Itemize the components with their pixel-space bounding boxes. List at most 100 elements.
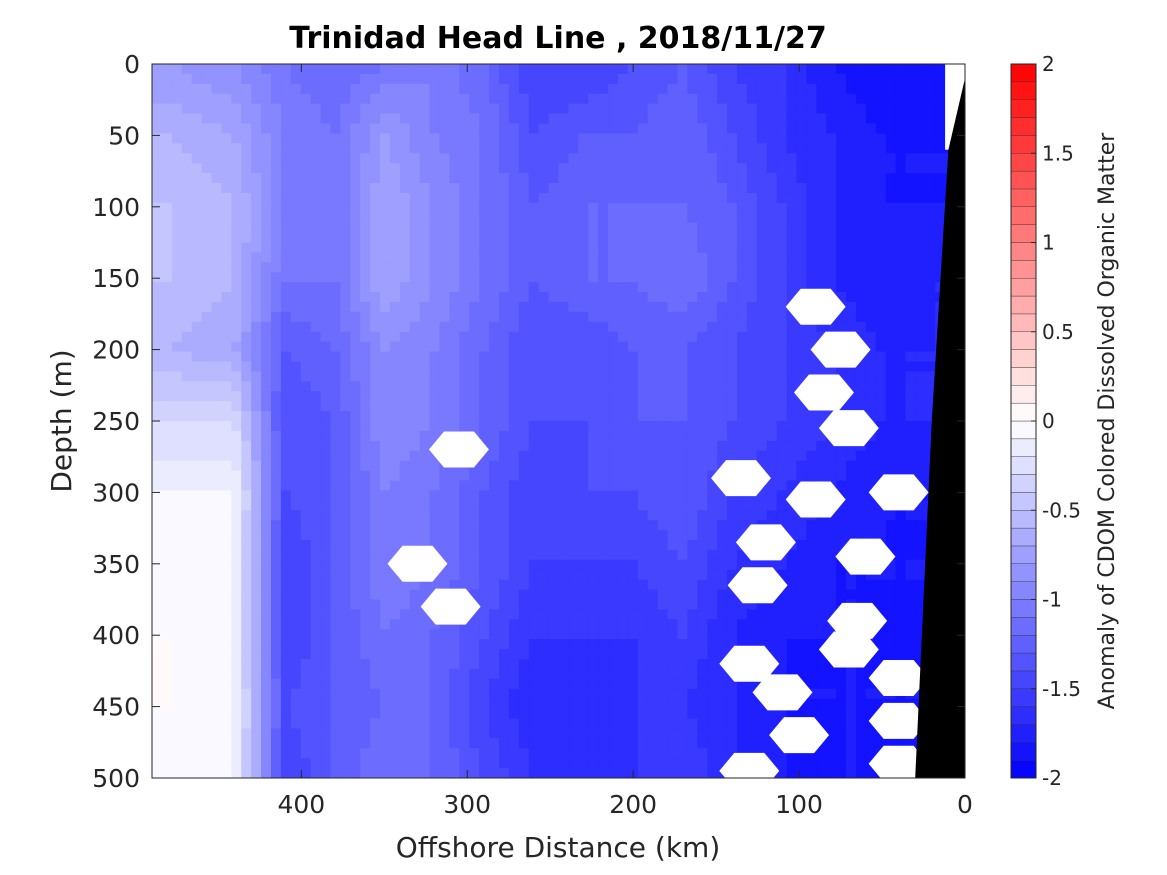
heat-cell [727,440,738,452]
heat-cell [330,371,341,382]
heat-cell [776,599,788,611]
heat-cell [865,123,877,135]
heat-cell [746,183,758,194]
heat-cell [231,311,242,323]
heat-cell [875,113,887,125]
heat-cell [479,500,490,511]
heat-cell [657,133,669,144]
heat-cell [776,123,788,135]
heat-cell [806,351,817,363]
heat-cell [499,73,510,85]
heat-cell [261,450,272,462]
heat-cell [429,242,441,254]
heat-cell [697,292,708,303]
heat-cell [152,440,163,452]
heat-cell [310,421,322,432]
heat-cell [875,321,887,333]
heat-cell [687,202,698,214]
heat-cell [717,123,728,135]
heat-cell [508,460,520,472]
heat-cell [637,460,649,472]
heat-cell [588,510,599,521]
heat-cell [270,450,282,462]
heat-cell [261,470,272,482]
heat-cell [171,93,183,105]
heat-cell [261,64,272,75]
heat-cell [499,460,510,472]
heat-cell [627,252,639,263]
heat-cell [290,609,302,620]
heat-cell [617,421,629,432]
heat-cell [796,73,807,85]
heat-cell [588,73,599,85]
heat-cell [409,321,421,333]
heat-cell [409,113,421,125]
heat-cell [727,569,738,581]
heat-cell [380,430,391,442]
heat-cell [905,450,917,462]
heat-cell [399,173,411,184]
heat-cell [935,133,946,144]
heat-cell [736,520,748,531]
heat-cell [469,649,480,660]
heat-cell [340,361,351,373]
heat-cell [280,559,292,571]
heat-cell [796,649,807,660]
heat-cell [300,183,312,194]
heat-cell [528,609,540,620]
heat-cell [152,103,163,115]
heat-cell [746,302,758,313]
heat-cell [389,381,401,392]
heat-cell [836,262,847,273]
heat-cell [320,629,332,640]
heat-cell [925,143,936,154]
heat-cell [816,589,827,601]
heat-cell [360,599,371,611]
heat-cell [717,520,728,531]
heat-cell [389,272,401,283]
heat-cell [578,540,589,551]
heat-cell [409,381,421,392]
heat-cell [251,351,262,363]
heat-cell [865,569,877,581]
heat-cell [499,163,510,174]
heat-cell [449,391,460,402]
heat-cell [786,321,798,333]
heat-cell [399,470,411,482]
heat-cell [201,123,213,135]
heat-cell [350,530,361,541]
heat-cell [459,302,470,313]
heat-cell [251,93,262,105]
heat-cell [409,83,421,95]
heat-cell [598,222,609,234]
heat-cell [211,609,222,620]
heat-cell [776,391,788,402]
heat-cell [697,649,708,660]
heat-cell [875,93,887,105]
heat-cell [657,470,669,482]
heat-cell [677,361,688,373]
heat-cell [875,222,887,234]
heat-cell [439,222,451,234]
heat-cell [479,341,490,353]
heat-cell [518,341,530,353]
heat-cell [161,480,173,492]
heat-cell [558,540,570,551]
heat-cell [469,143,480,154]
heat-cell [588,212,599,224]
heat-cell [578,490,589,501]
heat-cell [528,381,540,392]
heat-cell [895,93,907,105]
heat-cell [727,123,738,135]
heat-cell [905,351,917,363]
heat-cell [171,500,183,511]
heat-cell [806,113,817,125]
heat-cell [251,252,262,263]
heat-cell [518,93,530,105]
heat-cell [261,153,272,164]
heat-cell [915,579,926,591]
heat-cell [558,73,570,85]
heat-cell [746,341,758,353]
heat-cell [181,490,193,501]
heat-cell [697,173,708,184]
